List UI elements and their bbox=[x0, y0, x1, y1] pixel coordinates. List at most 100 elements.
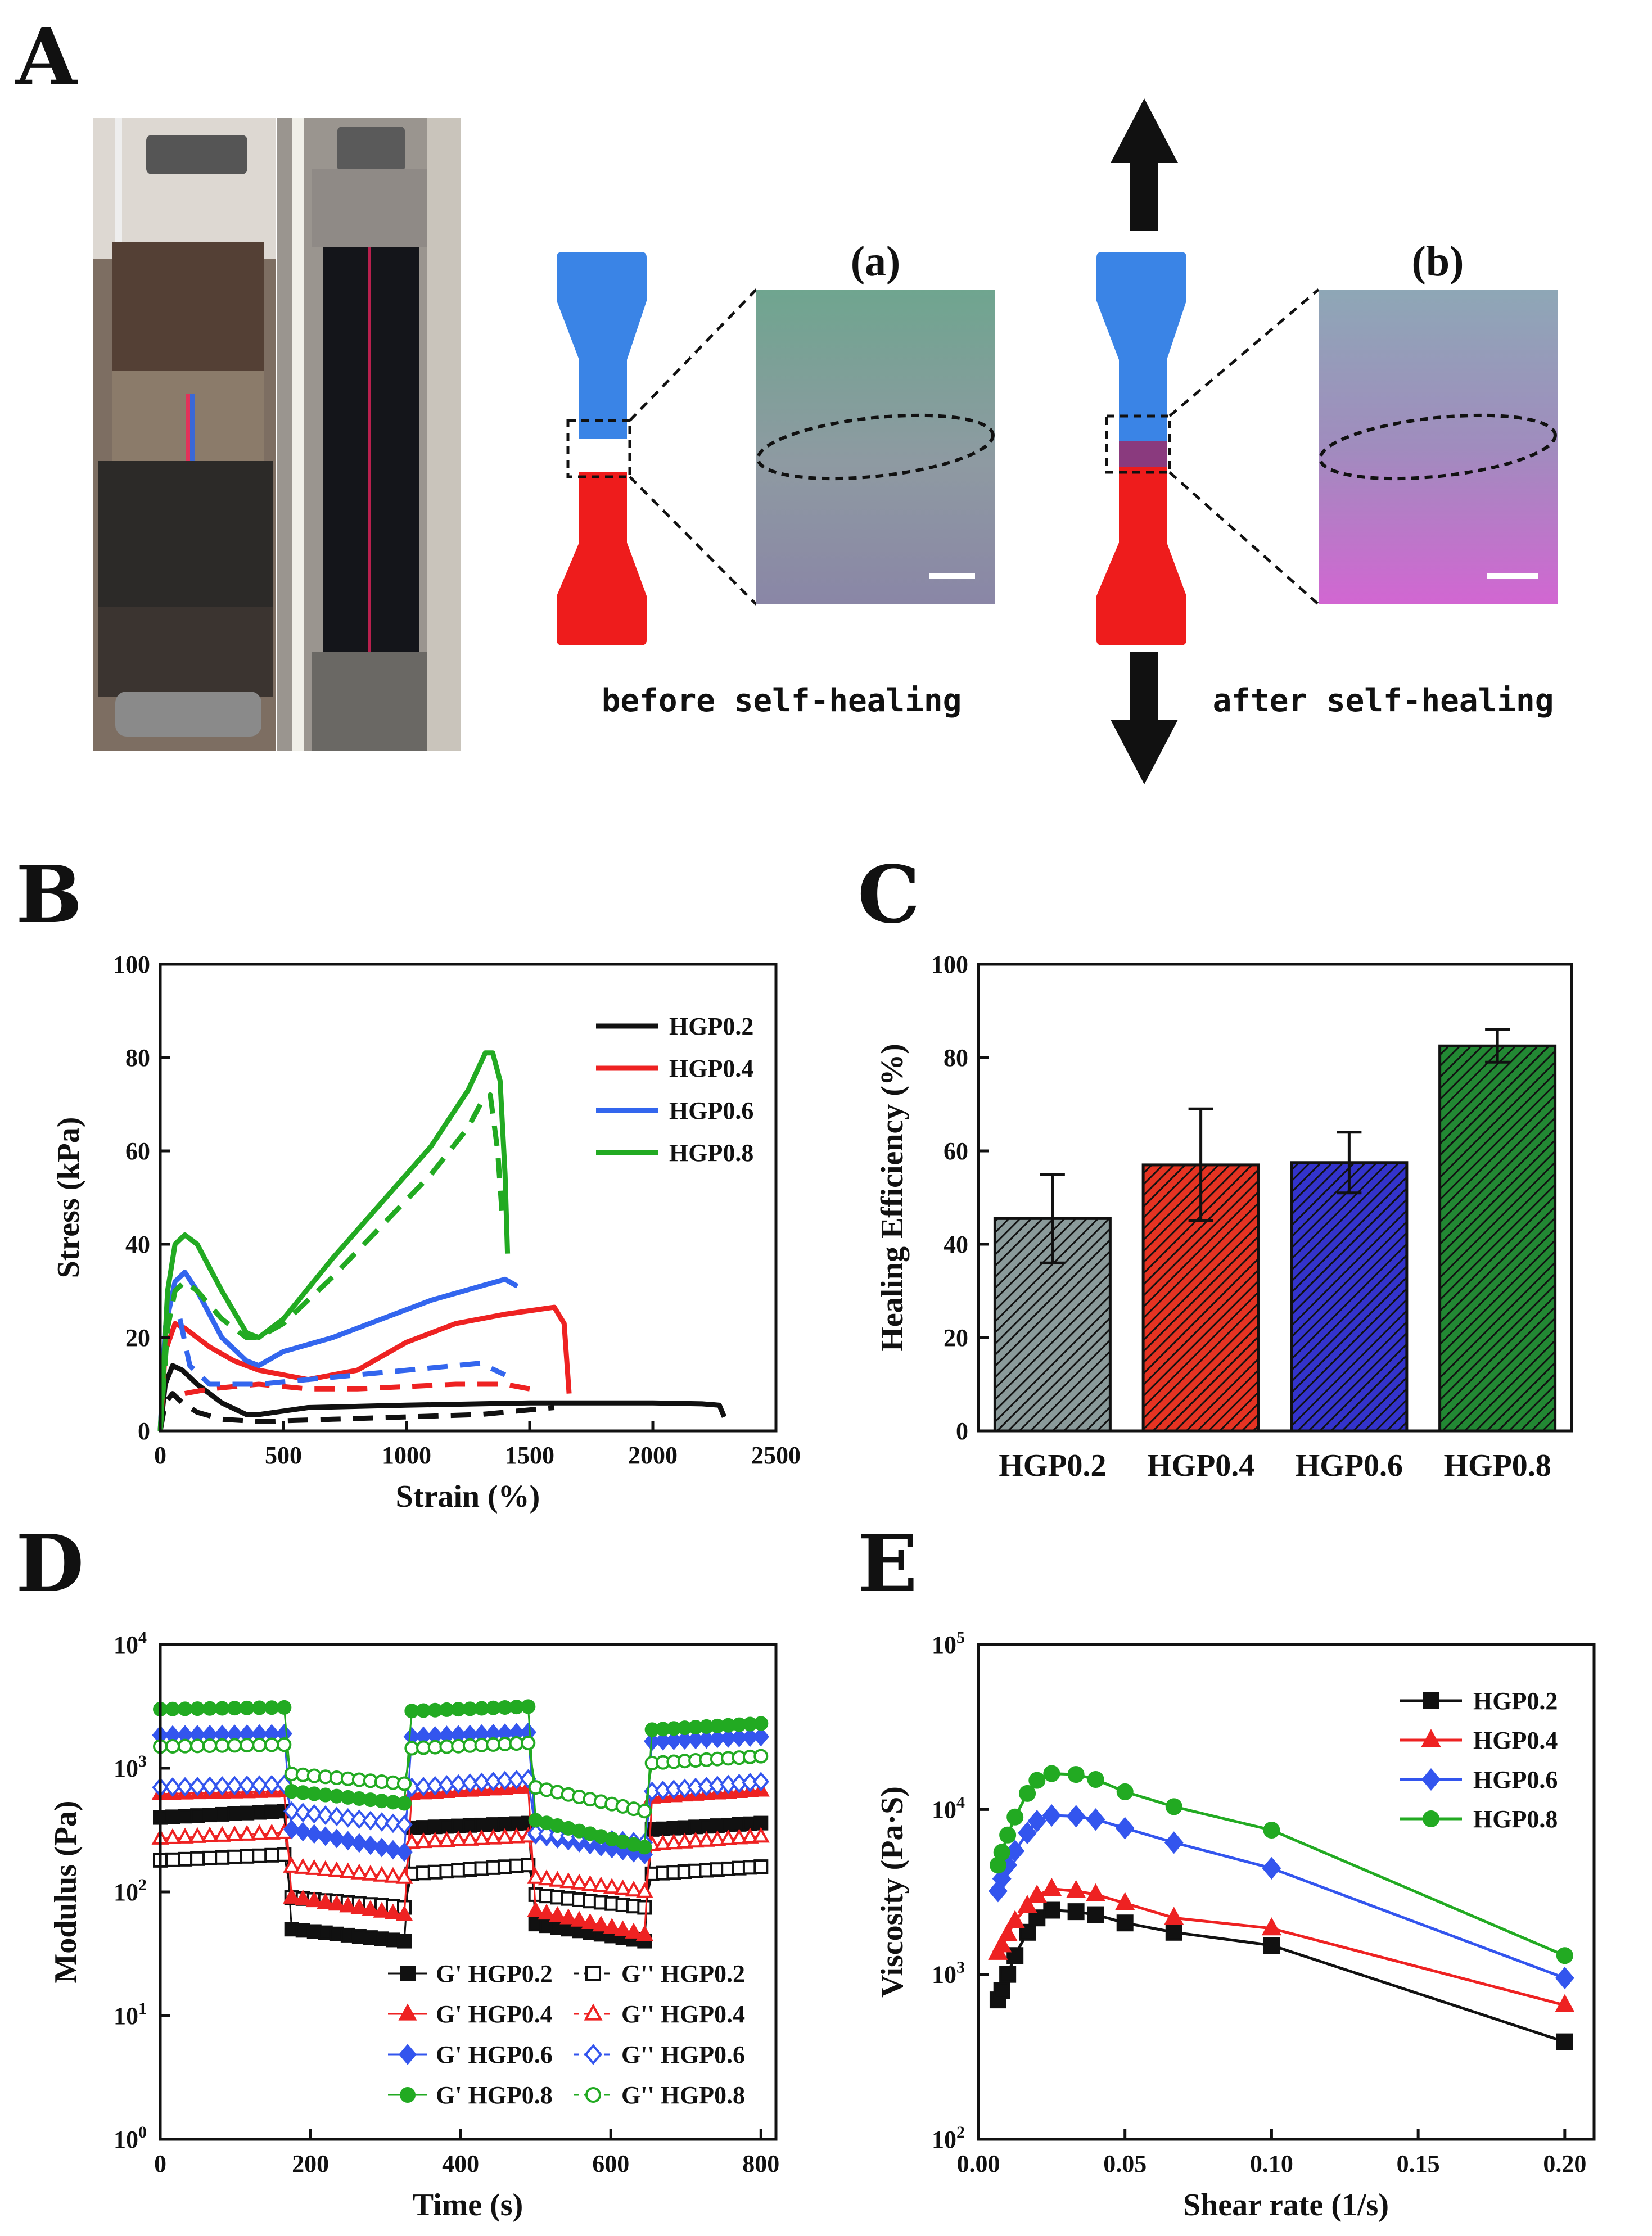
chart-d-point-gpphgp08 bbox=[497, 1736, 512, 1751]
chart-e-point-hgp08 bbox=[1556, 1947, 1573, 1964]
chart-c-bar-hatch bbox=[1290, 1161, 1409, 1433]
chart-d-point-gpphgp06 bbox=[508, 1770, 525, 1790]
chart-b-legend-label: HGP0.4 bbox=[669, 1055, 753, 1082]
chart-e-xtick-label: 0.15 bbox=[1397, 2150, 1440, 2178]
chart-c-ytick-label: 100 bbox=[931, 951, 968, 978]
chart-d-point-gphgp08 bbox=[240, 1700, 255, 1715]
chart-d-point-gpphgp04 bbox=[508, 1827, 526, 1844]
chart-d-point-gpphgp06 bbox=[263, 1774, 281, 1795]
chart-b-ytick-label: 20 bbox=[125, 1324, 150, 1352]
chart-d-point-gphgp02 bbox=[227, 1806, 242, 1821]
chart-d-point-gphgp04 bbox=[339, 1896, 357, 1913]
chart-d-point-gpphgp06 bbox=[164, 1777, 181, 1797]
chart-d-legend-label: G' HGP0.6 bbox=[436, 2041, 553, 2068]
chart-d-point-gpphgp06 bbox=[427, 1776, 444, 1796]
chart-d-point-gpphgp08 bbox=[474, 1737, 489, 1752]
chart-d-point-gphgp02 bbox=[215, 1806, 230, 1822]
chart-d-point-gphgp04 bbox=[581, 1913, 599, 1929]
chart-d-point-gpphgp08 bbox=[165, 1738, 180, 1754]
chart-e-point-hgp04 bbox=[1261, 1917, 1282, 1936]
chart-d-point-gpphgp02 bbox=[178, 1851, 193, 1867]
chart-e-legend-label: HGP0.6 bbox=[1473, 1766, 1558, 1794]
chart-d-ytick-label: 104 bbox=[114, 1628, 147, 1659]
chart-d-point-gpphgp06 bbox=[306, 1804, 323, 1824]
chart-d-point-gphgp04 bbox=[635, 1925, 653, 1941]
chart-d-legend-marker bbox=[585, 1966, 601, 1981]
chart-d-point-gpphgp04 bbox=[625, 1881, 643, 1897]
chart-d-point-gpphgp02 bbox=[264, 1847, 279, 1863]
chart-d-point-gpphgp04 bbox=[570, 1873, 588, 1890]
chart-d-point-gphgp06 bbox=[340, 1831, 356, 1851]
chart-d-point-gphgp04 bbox=[362, 1900, 380, 1916]
tensile-machine-photo-right bbox=[277, 118, 461, 751]
chart-b-legend: HGP0.2 HGP0.4 HGP0.6 HGP0.8 bbox=[596, 1013, 753, 1167]
chart-d-point-gpphgp06 bbox=[373, 1812, 390, 1832]
chart-d-point-gpphgp04 bbox=[328, 1861, 346, 1877]
chart-d-point-gpphgp04 bbox=[687, 1832, 705, 1848]
chart-c-ytick-label: 0 bbox=[956, 1417, 968, 1445]
chart-d-point-gpphgp04 bbox=[250, 1824, 268, 1840]
chart-e-point-hgp02 bbox=[1116, 1914, 1134, 1932]
chart-d-point-gpphgp06 bbox=[283, 1801, 300, 1821]
panel-a: (a) (b) before self-healing after self-h… bbox=[93, 98, 1558, 784]
chart-d-point-gpphgp04 bbox=[283, 1856, 301, 1873]
chart-d-point-gphgp08 bbox=[190, 1701, 205, 1716]
chart-d-point-gphgp04 bbox=[570, 1910, 588, 1927]
chart-b-ytick-label: 80 bbox=[125, 1044, 150, 1072]
chart-e-point-hgp08 bbox=[1006, 1808, 1024, 1826]
chart-d-legend-label: G' HGP0.8 bbox=[436, 2081, 553, 2109]
chart-e-point-hgp04 bbox=[1085, 1883, 1106, 1902]
chart-d-point-gpphgp06 bbox=[538, 1824, 555, 1844]
chart-d-point-gpphgp04 bbox=[449, 1830, 467, 1846]
chart-d-point-gpphgp06 bbox=[549, 1825, 566, 1845]
chart-b-series bbox=[157, 1050, 727, 1431]
chart-e-point-hgp06 bbox=[1115, 1817, 1135, 1840]
chart-e-point-hgp04 bbox=[1164, 1907, 1184, 1925]
chart-b-legend-label: HGP0.6 bbox=[669, 1097, 753, 1124]
chart-e-point-hgp02 bbox=[1556, 2033, 1573, 2050]
chart-d-point-gphgp02 bbox=[190, 1808, 205, 1823]
chart-e-point-hgp04 bbox=[1027, 1884, 1047, 1903]
chart-d-point-gpphgp04 bbox=[164, 1828, 182, 1844]
chart-d-point-gpphgp04 bbox=[176, 1827, 194, 1844]
chart-d-legend-marker bbox=[400, 2087, 416, 2103]
chart-c-ytick-label: 20 bbox=[944, 1324, 968, 1352]
chart-d-point-gphgp08 bbox=[462, 1701, 477, 1716]
chart-b-ytick-label: 60 bbox=[125, 1137, 150, 1165]
chart-b-series-hgp02-dashed bbox=[157, 1391, 555, 1431]
specimen-before bbox=[557, 252, 647, 645]
chart-d-point-gphgp04 bbox=[350, 1898, 368, 1914]
chart-d-point-gpphgp02 bbox=[637, 1900, 652, 1915]
chart-d-point-gphgp04 bbox=[592, 1916, 610, 1932]
chart-d-legend-label: G' HGP0.4 bbox=[436, 2000, 553, 2028]
chart-d-point-gpphgp04 bbox=[697, 1831, 715, 1847]
chart-d-point-gphgp02 bbox=[252, 1805, 267, 1820]
chart-e-line-hgp08 bbox=[996, 1772, 1565, 1957]
chart-d-point-gphgp08 bbox=[753, 1716, 769, 1731]
chart-b-xtick-label: 0 bbox=[154, 1442, 166, 1469]
chart-d-point-gphgp06 bbox=[373, 1837, 390, 1858]
chart-d-point-gpphgp08 bbox=[396, 1776, 412, 1791]
chart-d: 0 200 400 600 800 100 101 102 103 104 Time (s) Mo… bbox=[48, 1628, 779, 2223]
chart-c-category-label: HGP0.4 bbox=[1147, 1448, 1254, 1483]
chart-e-point-hgp04 bbox=[1017, 1895, 1037, 1913]
chart-d-point-gpphgp08 bbox=[277, 1737, 292, 1752]
chart-e-point-hgp02 bbox=[1165, 1923, 1182, 1941]
chart-d-xtick-label: 600 bbox=[592, 2150, 629, 2178]
chart-e-point-hgp08 bbox=[993, 1844, 1010, 1861]
chart-d-point-gpphgp04 bbox=[603, 1878, 621, 1894]
chart-e-point-hgp04 bbox=[1115, 1892, 1135, 1910]
chart-e-legend-marker bbox=[1421, 1729, 1441, 1747]
chart-d-point-gpphgp06 bbox=[340, 1808, 356, 1828]
chart-d-point-gphgp08 bbox=[521, 1699, 536, 1714]
chart-d-legend-marker bbox=[399, 2044, 417, 2065]
chart-d-point-gpphgp06 bbox=[438, 1775, 455, 1795]
chart-d-point-gphgp08 bbox=[474, 1701, 489, 1716]
chart-d-point-gpphgp06 bbox=[238, 1775, 255, 1795]
chart-e-point-hgp04 bbox=[1555, 1994, 1575, 2012]
chart-e-point-hgp08 bbox=[1263, 1821, 1280, 1839]
chart-b-xlabel: Strain (%) bbox=[396, 1479, 540, 1514]
chart-d-point-gpphgp04 bbox=[708, 1830, 726, 1846]
chart-d-point-gpphgp04 bbox=[473, 1829, 491, 1845]
chart-d-legend-marker bbox=[400, 1966, 416, 1981]
